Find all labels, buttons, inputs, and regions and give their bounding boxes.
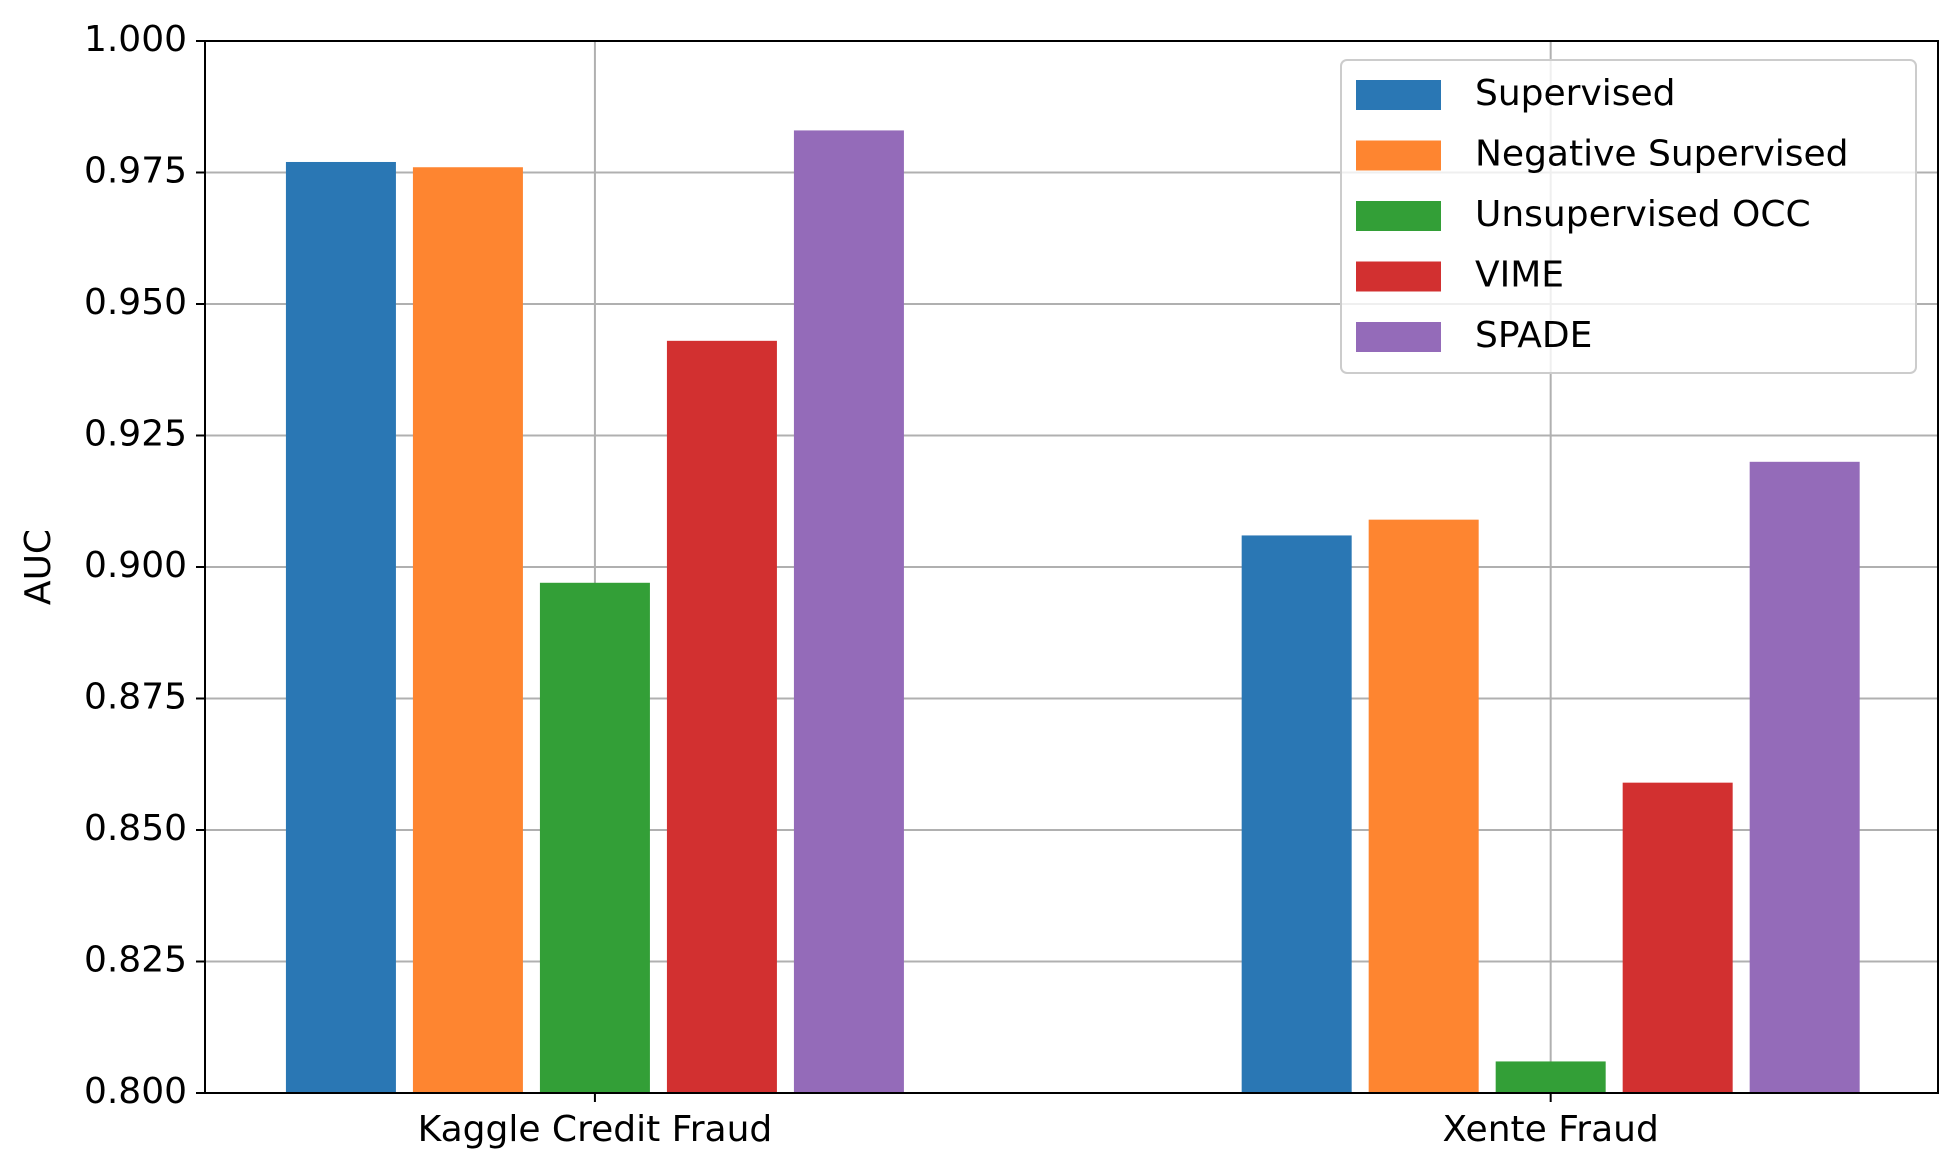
bar — [1368, 519, 1479, 1093]
legend-swatch — [1356, 261, 1441, 292]
bar — [666, 340, 777, 1093]
y-tick-label: 0.975 — [84, 151, 187, 192]
legend-swatch — [1356, 201, 1441, 231]
bar — [285, 161, 396, 1094]
y-axis-label: AUC — [18, 529, 59, 605]
y-tick-label: 0.925 — [84, 414, 187, 455]
legend-label: Negative Supervised — [1475, 134, 1849, 175]
y-tick-label: 0.950 — [84, 282, 187, 323]
bar — [1241, 535, 1352, 1093]
y-tick-label: 0.875 — [84, 677, 187, 718]
bar — [539, 582, 650, 1093]
y-tick-label: 0.900 — [84, 545, 187, 586]
y-tick-label: 0.800 — [84, 1071, 187, 1112]
bar — [412, 167, 523, 1094]
legend-swatch — [1356, 140, 1441, 171]
y-tick-label: 0.825 — [84, 940, 187, 981]
bar — [1749, 461, 1860, 1093]
x-tick-label: Kaggle Credit Fraud — [418, 1109, 773, 1150]
bar — [1622, 782, 1733, 1093]
plot-frame — [204, 40, 1939, 1094]
legend-swatch — [1356, 322, 1441, 352]
legend-label: SPADE — [1475, 315, 1592, 356]
legend-label: Supervised — [1475, 73, 1676, 114]
y-tick-label: 0.850 — [84, 808, 187, 849]
bar — [1495, 1061, 1606, 1093]
y-tick-label: 1.000 — [84, 19, 187, 60]
legend-box — [1340, 59, 1917, 374]
legend-label: VIME — [1475, 255, 1564, 296]
bar — [793, 130, 904, 1094]
legend-swatch — [1356, 80, 1441, 110]
x-tick-label: Xente Fraud — [1443, 1109, 1659, 1150]
legend-label: Unsupervised OCC — [1475, 194, 1811, 235]
